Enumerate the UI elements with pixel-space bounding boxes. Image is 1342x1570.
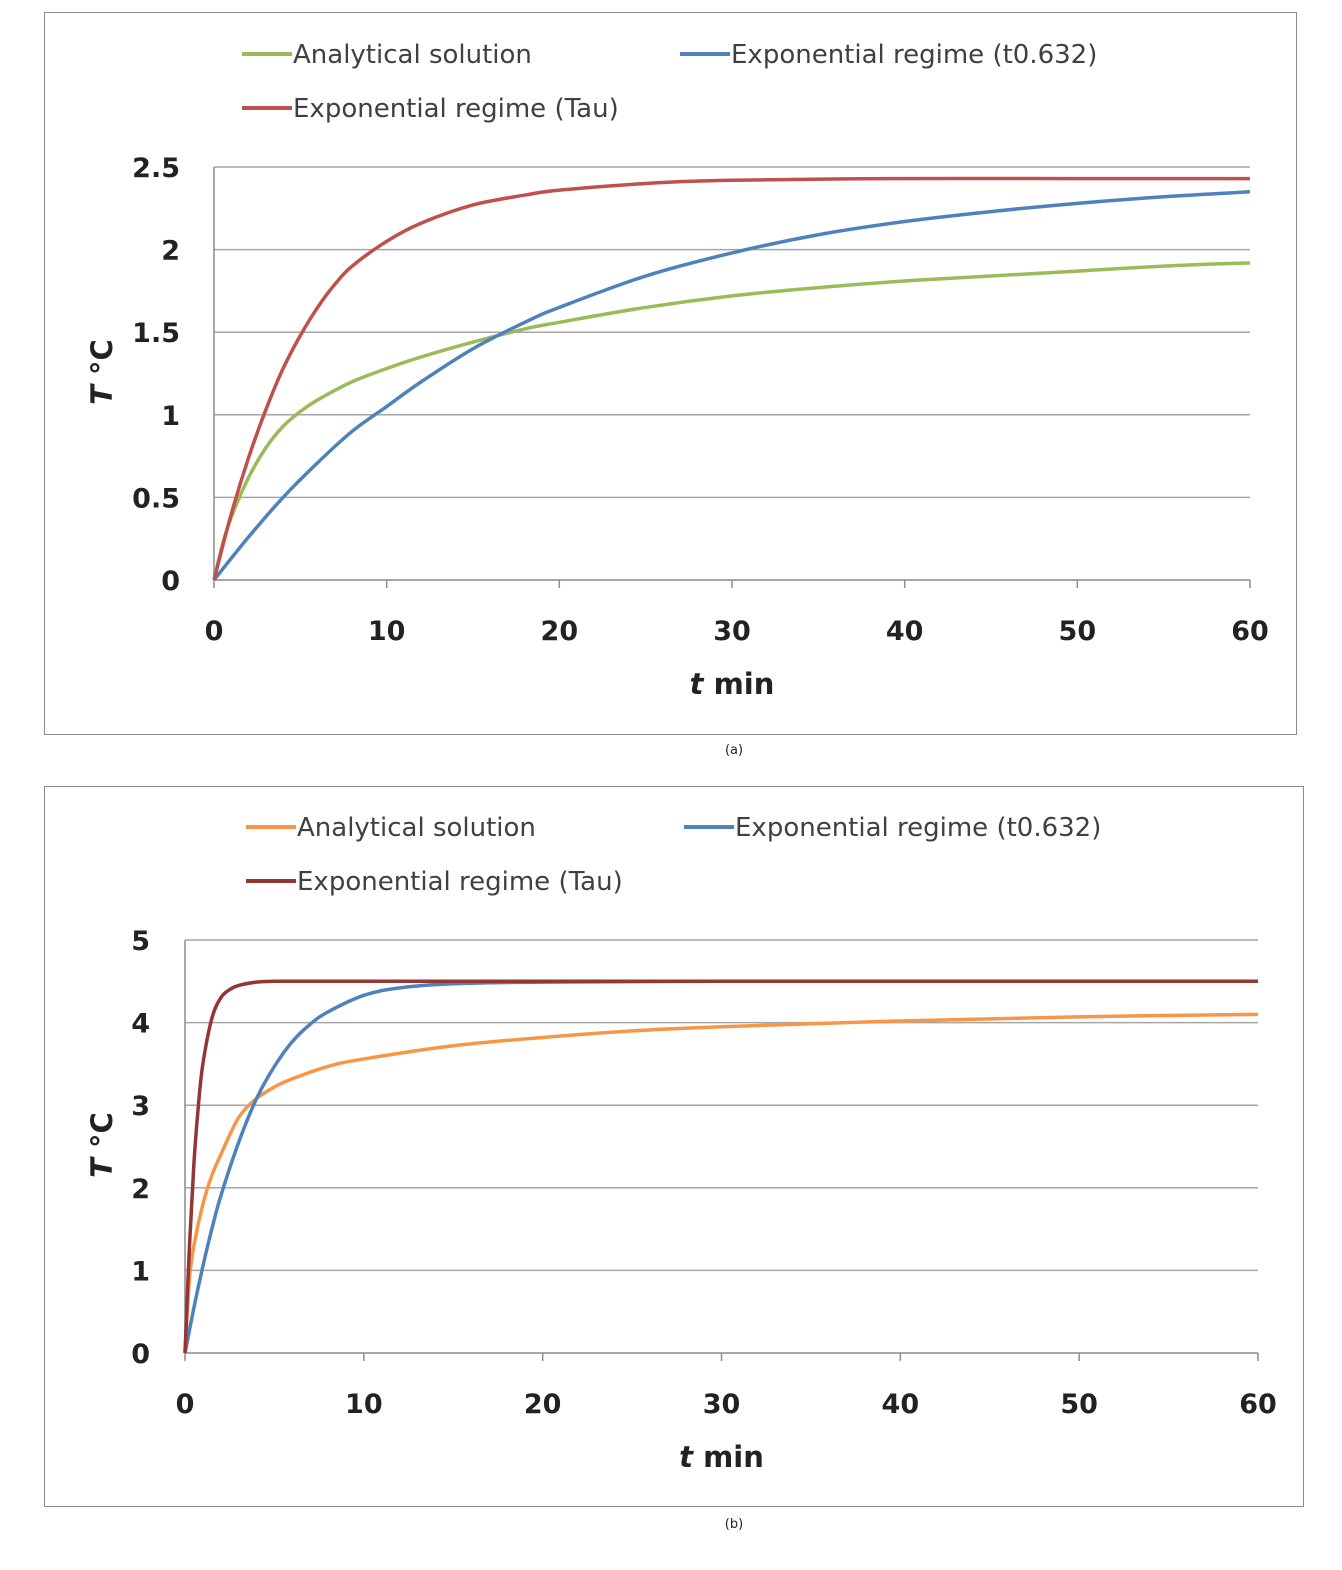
chart-b-legend-label-2: Exponential regime (t0.632)	[735, 813, 1101, 843]
chart-b-caption: (b)	[724, 1517, 744, 1532]
chart-a-ytick-label: 1	[161, 401, 180, 432]
chart-a-xtick-label: 30	[713, 616, 751, 647]
chart-a-legend-label-1: Analytical solution	[293, 40, 532, 70]
chart-b-xtick-label: 20	[524, 1389, 562, 1420]
chart-b-xtick-label: 40	[882, 1389, 920, 1420]
chart-b-ytick-label: 0	[131, 1339, 150, 1370]
chart-a-legend-label-2: Exponential regime (t0.632)	[731, 40, 1097, 70]
chart-b-series-3-line	[183, 979, 1258, 1354]
chart-b-xtick-label: 60	[1239, 1389, 1277, 1420]
chart-a-ytick-label: 1.5	[132, 318, 180, 349]
chart-b-x-axis-title: t min	[679, 1440, 764, 1474]
chart-a-xtick-label: 10	[368, 616, 406, 647]
chart-b-legend-label-1: Analytical solution	[297, 813, 536, 843]
chart-a-xtick-label: 0	[205, 616, 224, 647]
chart-b-xtick-label: 10	[345, 1389, 383, 1420]
chart-b-ytick-label: 1	[131, 1256, 150, 1287]
chart-a-xtick-label: 50	[1059, 616, 1097, 647]
chart-a-ytick-label: 0.5	[132, 483, 180, 514]
chart-b-ytick-label: 5	[131, 926, 150, 957]
chart-a-x-axis-title: t min	[690, 667, 775, 701]
chart-a-ytick-label: 0	[161, 566, 180, 597]
chart-a-series-1-line	[212, 261, 1251, 581]
chart-b-xtick-label: 30	[703, 1389, 741, 1420]
chart-a-ytick-label: 2.5	[132, 153, 180, 184]
chart-a-series-2-line	[212, 190, 1251, 582]
chart-b-series-1-line	[183, 1012, 1259, 1354]
chart-a-frame	[44, 12, 1297, 735]
chart-a-xtick-label: 20	[541, 616, 579, 647]
chart-a-xtick-label: 60	[1231, 616, 1269, 647]
chart-a-y-axis-title: T °C	[85, 339, 119, 405]
chart-b-legend-label-3: Exponential regime (Tau)	[297, 867, 623, 897]
chart-b-ytick-label: 4	[131, 1009, 150, 1040]
chart-b-xtick-label: 0	[176, 1389, 195, 1420]
chart-a-ytick-label: 2	[161, 236, 180, 267]
chart-a-series-3-line	[212, 176, 1250, 581]
chart-b-ytick-label: 2	[131, 1174, 150, 1205]
chart-b-frame	[44, 786, 1304, 1507]
chart-b-ytick-label: 3	[131, 1091, 150, 1122]
chart-a-caption: (a)	[724, 743, 744, 758]
chart-a-xtick-label: 40	[886, 616, 924, 647]
chart-b-y-axis-title: T °C	[85, 1112, 119, 1178]
chart-b-series-2-line	[183, 979, 1258, 1354]
chart-a-legend-label-3: Exponential regime (Tau)	[293, 94, 619, 124]
chart-b-xtick-label: 50	[1060, 1389, 1098, 1420]
